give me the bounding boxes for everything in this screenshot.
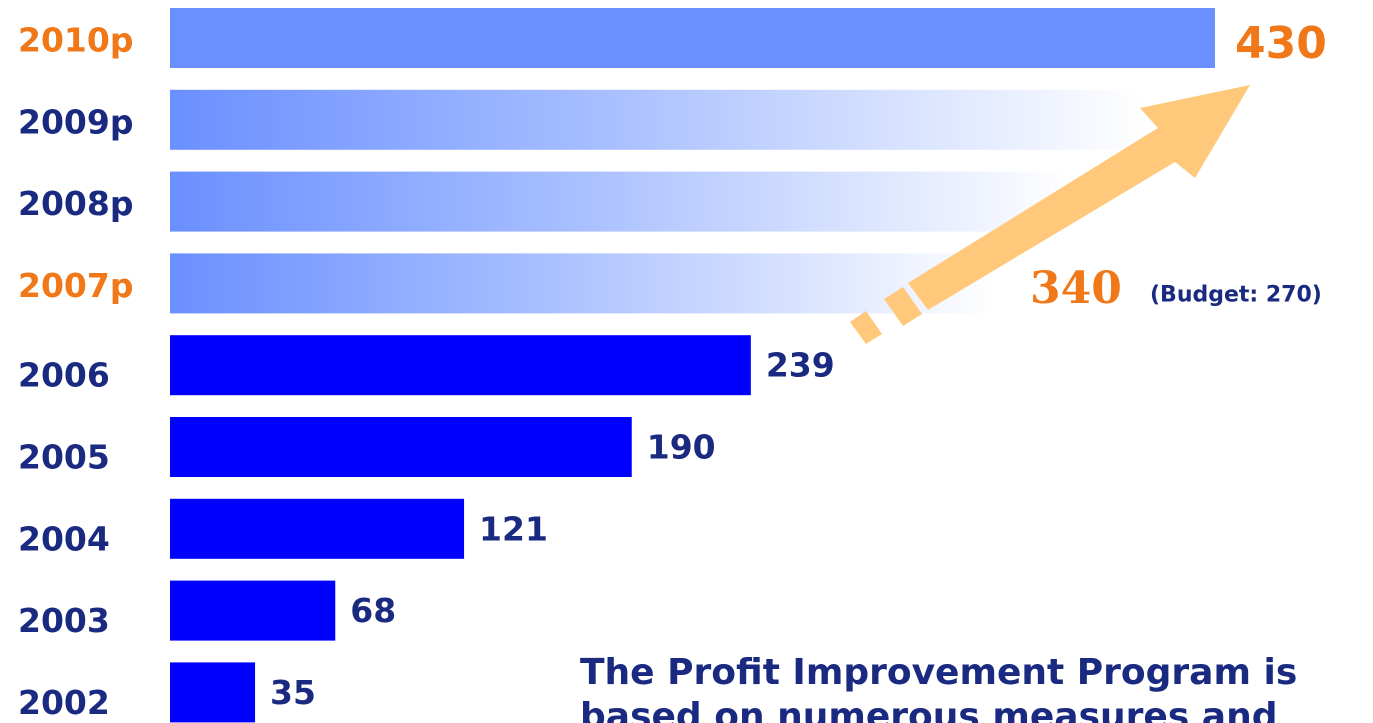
bar	[170, 498, 465, 559]
category-label: 2003	[18, 601, 110, 640]
bar	[170, 580, 336, 641]
category-label: 2006	[18, 356, 110, 395]
value-label: 190	[647, 428, 716, 467]
bars	[170, 8, 1215, 723]
bar	[170, 417, 632, 477]
value-label: 35	[270, 673, 316, 712]
value-label: 430	[1235, 18, 1327, 69]
category-label: 2009p	[18, 102, 133, 141]
bar	[170, 662, 256, 723]
bar	[170, 335, 751, 396]
category-label: 2005	[18, 438, 110, 477]
bar	[170, 171, 1070, 232]
trend-arrow	[850, 85, 1250, 344]
caption-line: based on numerous measures and	[580, 696, 1277, 723]
category-label: 2008p	[18, 184, 133, 223]
budget-note: (Budget: 270)	[1150, 282, 1322, 307]
arrow-dash	[884, 287, 922, 326]
caption-line: The Profit Improvement Program is	[580, 652, 1297, 693]
value-label: 340	[1030, 263, 1122, 314]
bar	[170, 89, 1143, 150]
bar	[170, 253, 997, 314]
labels: 2010p 430 2009p 2008p 2007p 340 (Budget: 270) 2…	[18, 18, 1327, 723]
category-label: 2010p	[18, 21, 133, 60]
arrow-dash	[850, 311, 882, 344]
category-label: 2002	[18, 683, 110, 722]
bar	[170, 8, 1215, 68]
value-label: 68	[350, 591, 396, 630]
value-label: 239	[766, 346, 835, 385]
arrow-body	[908, 85, 1250, 310]
category-label: 2004	[18, 519, 110, 558]
value-label: 121	[479, 509, 548, 548]
category-label: 2007p	[18, 266, 133, 305]
